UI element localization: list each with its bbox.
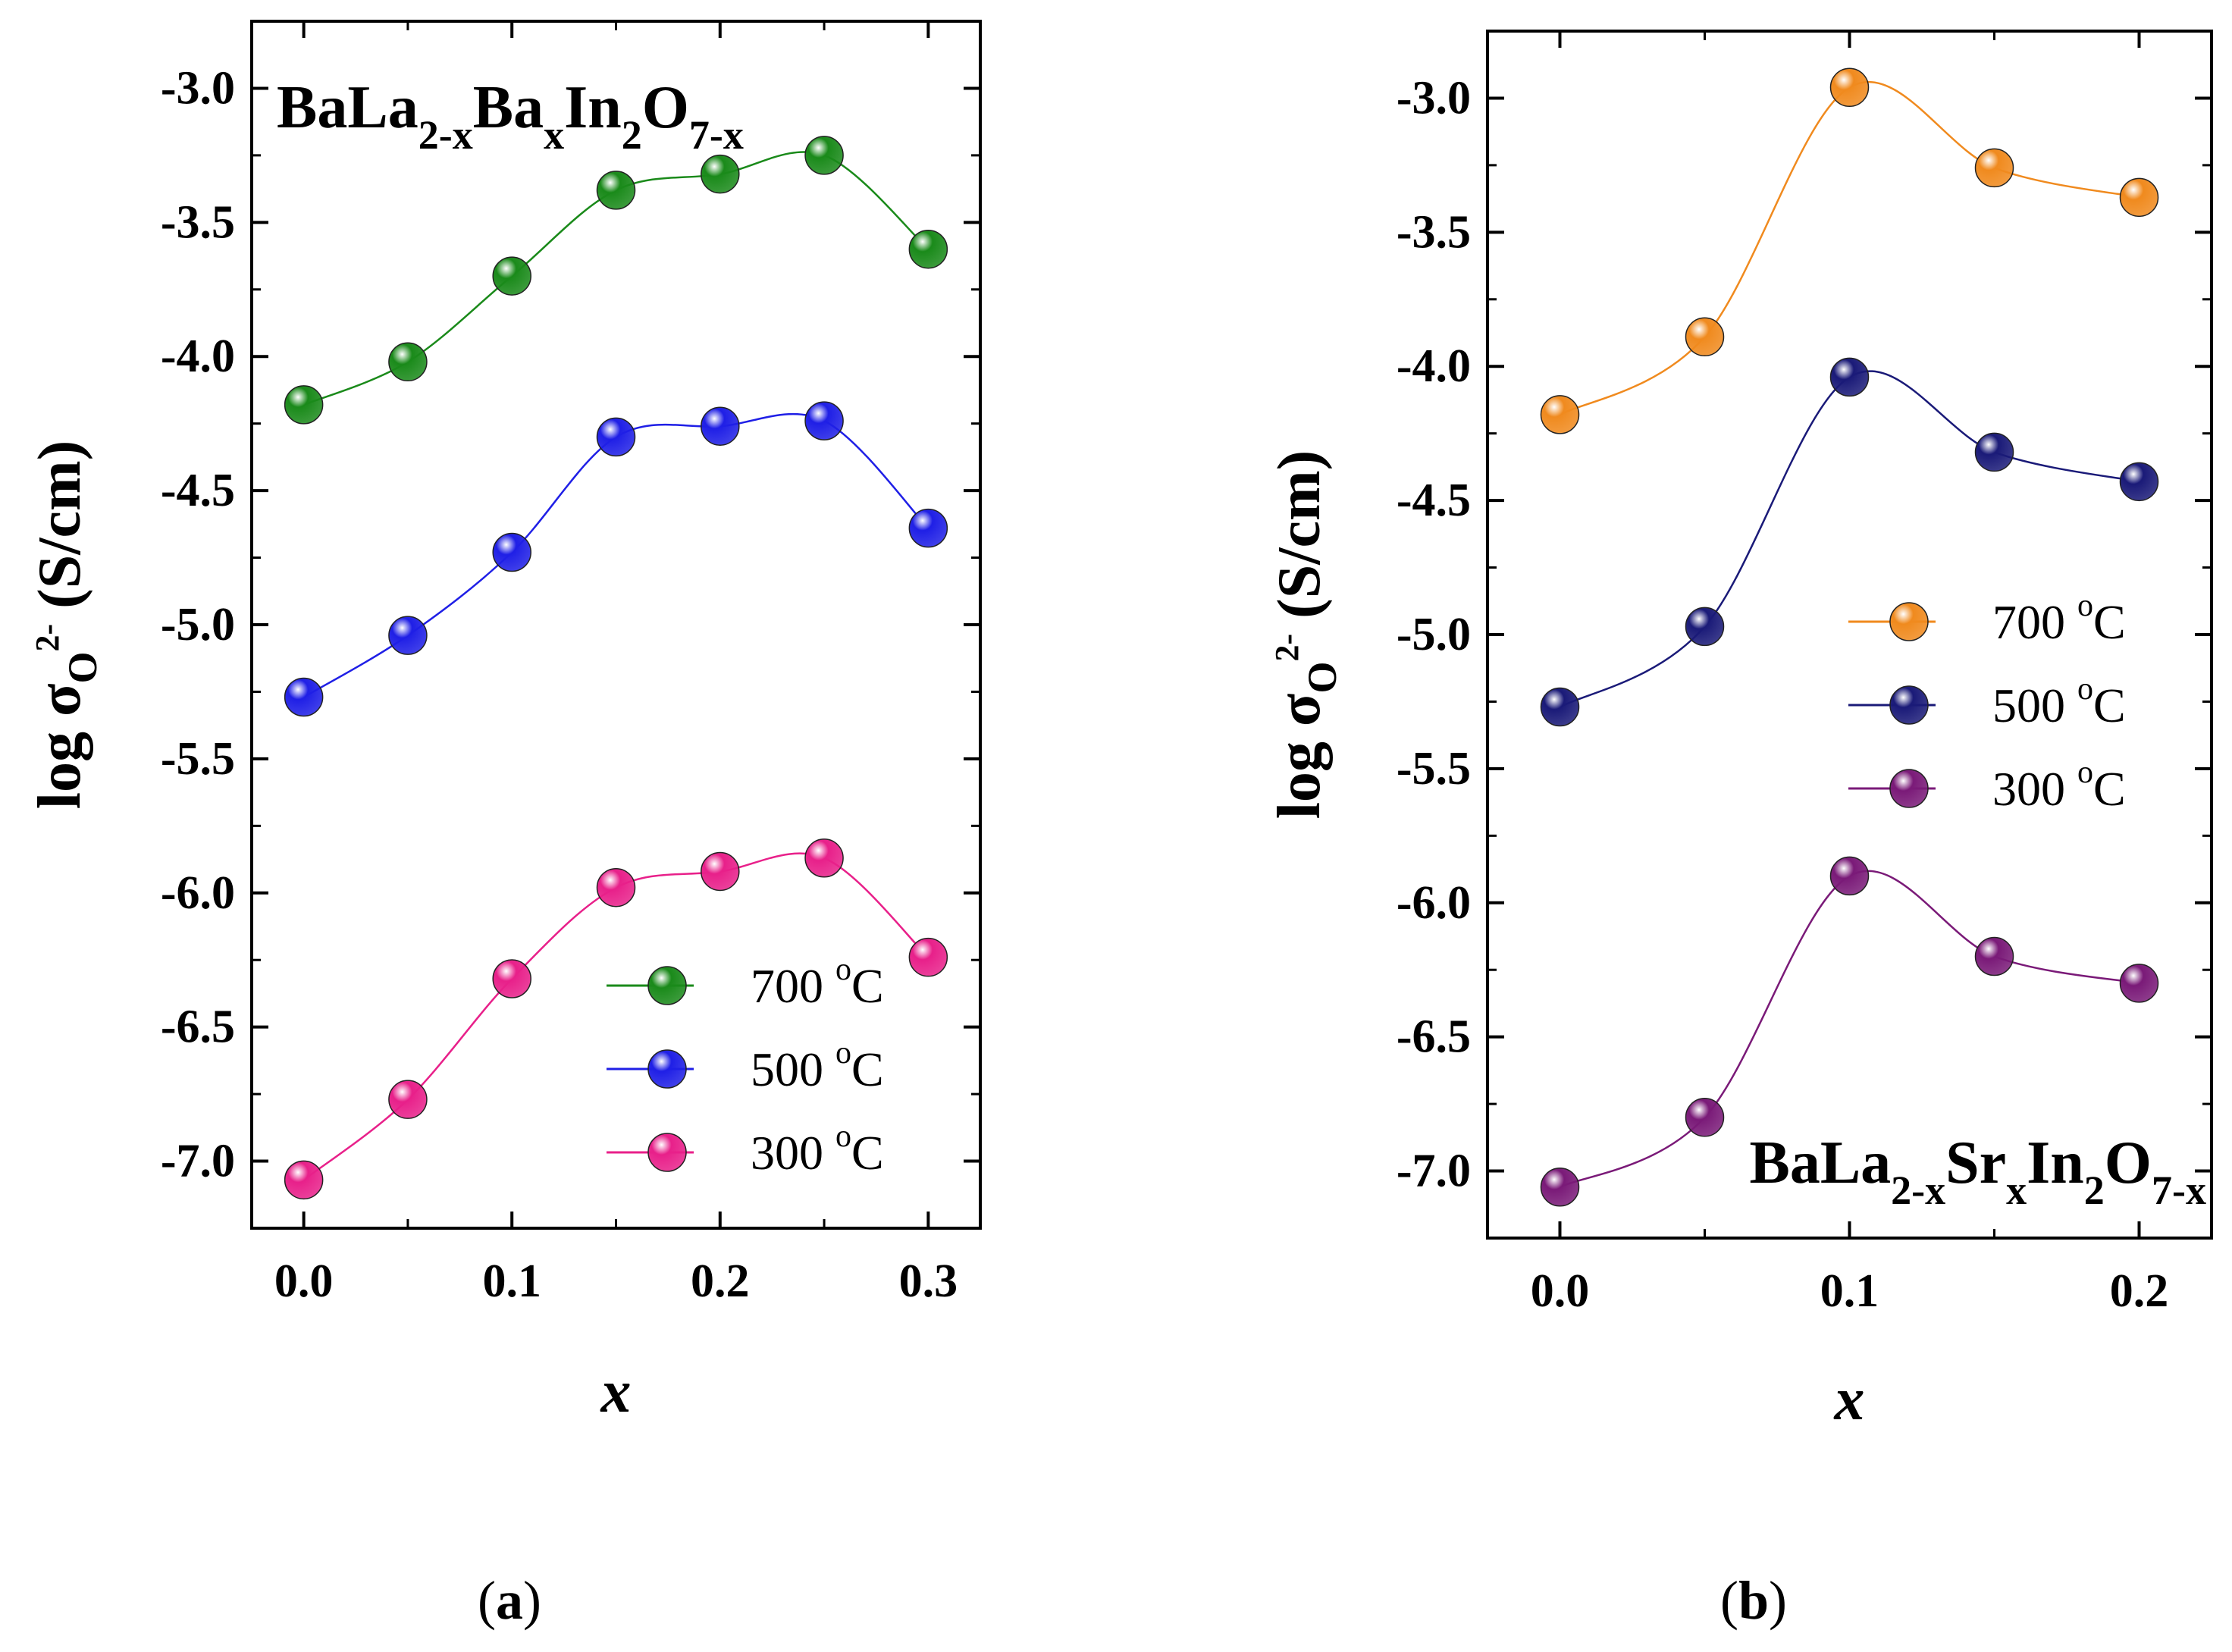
y-tick-label: -6.0 — [161, 867, 235, 919]
data-point — [596, 171, 636, 210]
data-point — [804, 136, 844, 175]
y-axis-title: log σO2- (S/cm) — [1266, 450, 1345, 820]
x-tick-label: 0.0 — [1531, 1265, 1590, 1317]
y-axis-title: log σO2- (S/cm) — [27, 440, 105, 810]
series-300C — [1540, 856, 2159, 1207]
legend-label: 500 oC — [1992, 672, 2126, 732]
series-500C — [284, 401, 948, 717]
series-700C — [1540, 67, 2159, 434]
formula-annotation: BaLa2-xBaxIn2O7-x — [277, 74, 744, 158]
data-point — [804, 839, 844, 878]
legend-label: 700 oC — [751, 952, 884, 1013]
x-tick-label: 0.2 — [2110, 1265, 2169, 1317]
data-point — [1540, 1168, 1580, 1207]
y-tick-label: -5.5 — [161, 733, 235, 785]
legend-entry: 500 oC — [607, 1036, 884, 1096]
y-tick-label: -5.5 — [1397, 743, 1471, 795]
data-point — [701, 406, 740, 446]
legend-entry: 300 oC — [1848, 755, 2126, 816]
legend-entry: 500 oC — [1848, 672, 2126, 732]
data-point — [492, 256, 531, 296]
x-tick-label: 0.1 — [482, 1255, 541, 1307]
data-point — [1829, 67, 1870, 108]
y-tick-label: -4.5 — [161, 465, 235, 516]
y-tick-label: -4.0 — [161, 331, 235, 382]
data-point — [492, 532, 531, 572]
y-tick-label: -3.0 — [1397, 72, 1471, 124]
data-point — [1540, 687, 1580, 727]
legend-entry: 700 oC — [607, 952, 884, 1013]
data-point — [1685, 1098, 1725, 1137]
data-point — [2119, 462, 2159, 502]
data-point — [1540, 395, 1580, 434]
legend-label: 300 oC — [1992, 755, 2126, 816]
data-point — [388, 616, 428, 655]
data-point — [1974, 432, 2014, 472]
data-point — [284, 1160, 324, 1200]
data-point — [596, 867, 636, 908]
chart-panel-b: -3.0 -3.5 -4.0 -4.5 -5.0 -5.5 -6.0 -6.5 -7.0 0.0 0… — [1266, 30, 2213, 1631]
series-300C — [284, 839, 948, 1200]
y-tick-label: -7.0 — [1397, 1146, 1471, 1197]
legend-entry: 700 oC — [1848, 588, 2126, 649]
series-line — [1559, 370, 2140, 708]
legend-label: 300 oC — [751, 1119, 884, 1180]
y-tick-label: -5.0 — [1397, 609, 1471, 660]
series-700C — [284, 136, 948, 425]
y-tick-label: -3.5 — [1397, 206, 1471, 258]
data-point — [701, 851, 740, 892]
chart-panel-a: -3.0 -3.5 -4.0 -4.5 -5.0 -5.5 -6.0 -6.5 -7.0 0.0 0… — [27, 20, 982, 1631]
y-tick-label: -7.0 — [161, 1136, 235, 1187]
y-tick-label: -4.5 — [1397, 475, 1471, 526]
y-tick-label: -6.5 — [1397, 1011, 1471, 1063]
data-point — [1829, 856, 1870, 896]
data-point — [492, 959, 531, 998]
data-point — [284, 677, 324, 717]
data-point — [804, 401, 844, 440]
data-point — [908, 508, 948, 548]
data-point — [1685, 607, 1725, 647]
legend-marker — [647, 1049, 687, 1089]
legend-marker — [647, 1133, 687, 1172]
panel-caption: (a) — [478, 1570, 541, 1631]
x-axis-title: x — [1834, 1366, 1865, 1433]
y-tick-label: -5.0 — [161, 599, 235, 650]
legend-entry: 300 oC — [607, 1119, 884, 1180]
y-tick-label: -3.5 — [161, 196, 235, 248]
x-tick-label: 0.3 — [899, 1255, 958, 1307]
data-point — [1974, 148, 2014, 188]
data-point — [1974, 936, 2014, 976]
legend-label: 700 oC — [1992, 588, 2126, 649]
data-point — [388, 1080, 428, 1119]
legend-marker — [1889, 602, 1929, 641]
panel-caption: (b) — [1720, 1570, 1787, 1631]
x-tick-label: 0.2 — [691, 1255, 750, 1307]
y-tick-label: -4.0 — [1397, 340, 1471, 392]
data-point — [2119, 177, 2159, 218]
y-tick-label: -3.0 — [161, 62, 235, 114]
legend-marker — [647, 966, 687, 1005]
legend-marker — [1889, 685, 1929, 725]
x-tick-label: 0.0 — [274, 1255, 334, 1307]
legend-label: 500 oC — [751, 1036, 884, 1096]
y-tick-label: -6.5 — [161, 1002, 235, 1053]
legend-marker — [1889, 769, 1929, 808]
data-point — [1685, 317, 1725, 357]
series-line — [303, 412, 929, 698]
series-500C — [1540, 357, 2159, 727]
formula-annotation: BaLa2-xSrxIn2O7-x — [1749, 1130, 2206, 1213]
y-tick-label: -6.0 — [1397, 877, 1471, 929]
data-point — [388, 342, 428, 382]
data-point — [1829, 357, 1870, 397]
data-point — [908, 937, 948, 977]
data-point — [701, 154, 740, 194]
x-tick-label: 0.1 — [1820, 1265, 1879, 1317]
data-point — [2119, 964, 2159, 1003]
data-point — [908, 229, 948, 269]
data-point — [596, 417, 636, 457]
data-point — [284, 385, 324, 425]
x-axis-title: x — [600, 1359, 632, 1425]
